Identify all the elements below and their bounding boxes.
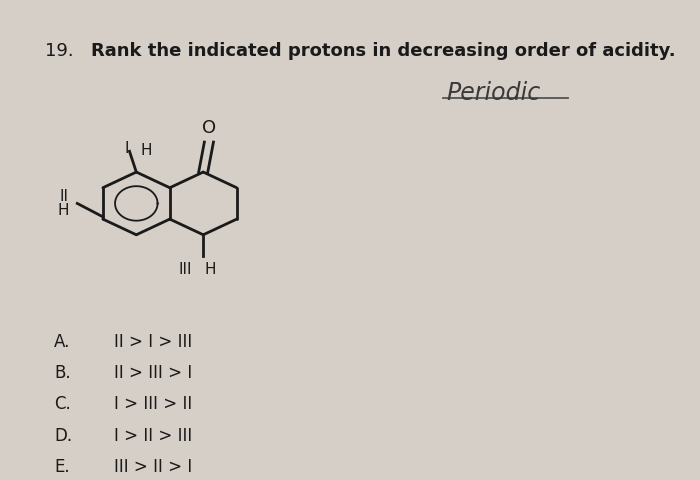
Text: II: II <box>60 189 69 204</box>
Text: E.: E. <box>54 458 69 476</box>
Text: H: H <box>57 203 69 218</box>
Text: O: O <box>202 119 216 136</box>
Text: III: III <box>178 263 192 277</box>
Text: II > I > III: II > I > III <box>113 333 192 350</box>
Text: D.: D. <box>54 427 72 444</box>
Text: II > III > I: II > III > I <box>113 364 192 382</box>
Text: Rank the indicated protons in decreasing order of acidity.: Rank the indicated protons in decreasing… <box>91 42 676 60</box>
Text: I > III > II: I > III > II <box>113 396 192 413</box>
Text: H: H <box>140 143 152 158</box>
Text: B.: B. <box>54 364 71 382</box>
Text: 19.: 19. <box>46 42 74 60</box>
Text: H: H <box>204 263 216 277</box>
Text: C.: C. <box>54 396 71 413</box>
Text: I > II > III: I > II > III <box>113 427 192 444</box>
Text: Periodic: Periodic <box>446 81 540 105</box>
Text: A.: A. <box>54 333 70 350</box>
Text: III > II > I: III > II > I <box>113 458 192 476</box>
Text: I: I <box>125 141 129 156</box>
